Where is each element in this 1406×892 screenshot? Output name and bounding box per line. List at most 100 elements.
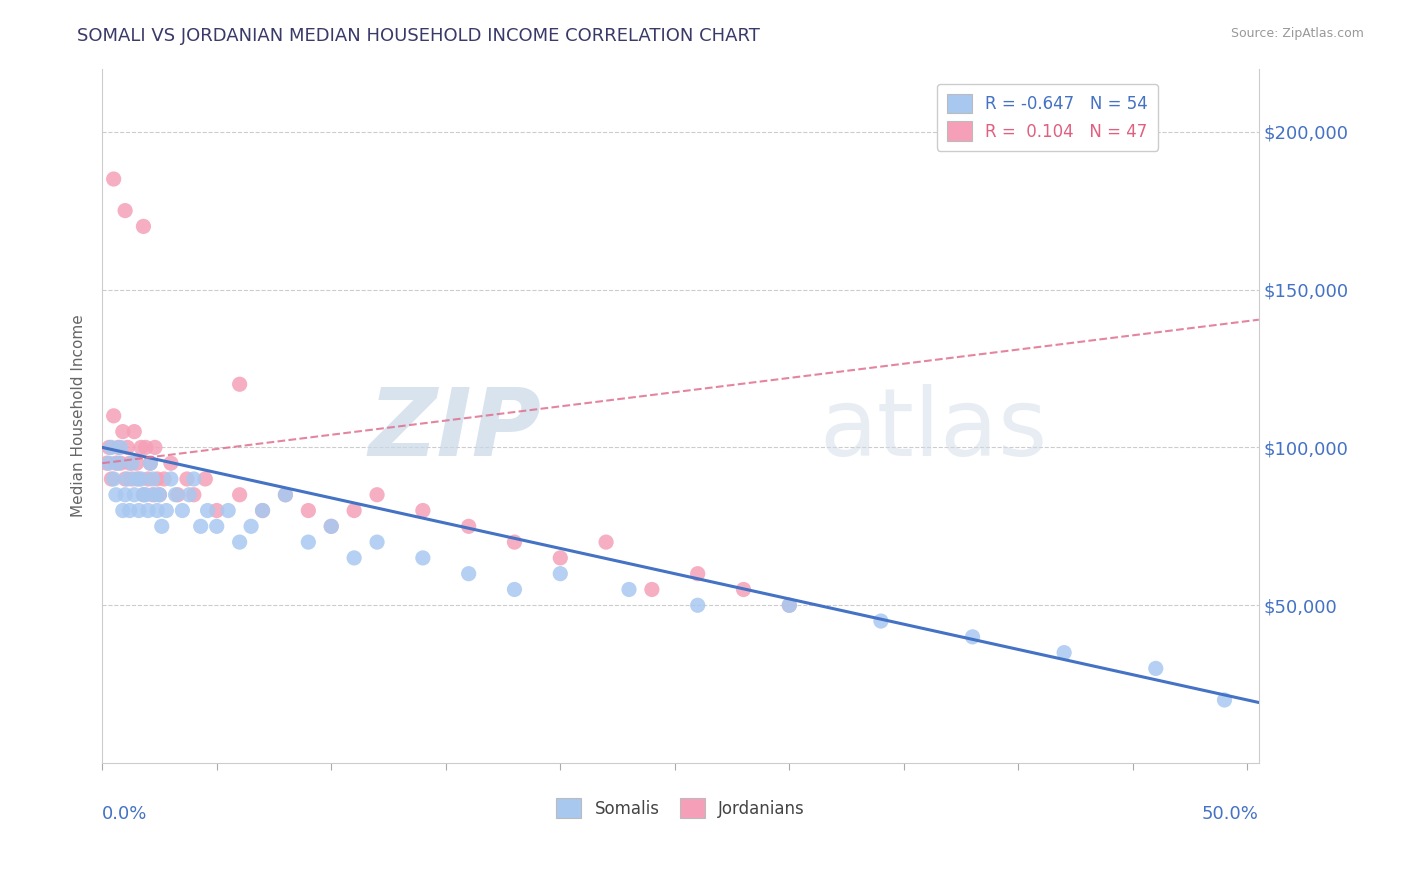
Point <box>412 550 434 565</box>
Point <box>548 566 571 581</box>
Point <box>132 219 155 234</box>
Point <box>197 503 219 517</box>
Point <box>595 535 617 549</box>
Point <box>107 456 129 470</box>
Point <box>124 488 146 502</box>
Point <box>98 456 121 470</box>
Point <box>142 488 165 502</box>
Point <box>228 488 250 502</box>
Point <box>778 599 800 613</box>
Point <box>176 472 198 486</box>
Point <box>121 472 143 486</box>
Point <box>143 441 166 455</box>
Point <box>252 503 274 517</box>
Point <box>135 441 157 455</box>
Text: 50.0%: 50.0% <box>1202 805 1258 822</box>
Point <box>117 472 139 486</box>
Text: SOMALI VS JORDANIAN MEDIAN HOUSEHOLD INCOME CORRELATION CHART: SOMALI VS JORDANIAN MEDIAN HOUSEHOLD INC… <box>77 27 761 45</box>
Point <box>962 630 984 644</box>
Point <box>110 441 132 455</box>
Point <box>733 582 755 597</box>
Point <box>205 519 228 533</box>
Point <box>128 503 150 517</box>
Point <box>142 472 165 486</box>
Point <box>503 582 526 597</box>
Point <box>274 488 297 502</box>
Point <box>129 472 152 486</box>
Point <box>103 472 125 486</box>
Point <box>165 488 187 502</box>
Point <box>103 172 125 186</box>
Point <box>321 519 343 533</box>
Point <box>297 535 319 549</box>
Point <box>118 456 141 470</box>
Point <box>366 535 388 549</box>
Point <box>125 456 148 470</box>
Point <box>1213 693 1236 707</box>
Point <box>228 535 250 549</box>
Point <box>870 614 893 628</box>
Legend: Somalis, Jordanians: Somalis, Jordanians <box>550 792 811 824</box>
Point <box>412 503 434 517</box>
Point <box>457 519 479 533</box>
Point <box>135 488 157 502</box>
Point <box>457 566 479 581</box>
Point <box>136 472 159 486</box>
Point <box>110 456 132 470</box>
Point <box>146 472 169 486</box>
Point <box>121 456 143 470</box>
Text: Source: ZipAtlas.com: Source: ZipAtlas.com <box>1230 27 1364 40</box>
Point <box>1144 661 1167 675</box>
Point <box>146 503 169 517</box>
Point <box>183 472 205 486</box>
Point <box>160 456 183 470</box>
Point <box>150 519 173 533</box>
Point <box>114 488 136 502</box>
Point <box>129 441 152 455</box>
Point <box>217 503 239 517</box>
Text: 0.0%: 0.0% <box>103 805 148 822</box>
Point <box>343 550 366 565</box>
Point <box>132 488 155 502</box>
Point <box>686 599 709 613</box>
Point <box>136 503 159 517</box>
Point <box>107 441 129 455</box>
Point <box>183 488 205 502</box>
Point <box>205 503 228 517</box>
Point <box>617 582 640 597</box>
Point <box>1053 646 1076 660</box>
Point <box>321 519 343 533</box>
Point <box>132 488 155 502</box>
Point <box>124 425 146 439</box>
Text: ZIP: ZIP <box>368 384 541 475</box>
Point <box>143 488 166 502</box>
Point <box>166 488 188 502</box>
Point <box>117 441 139 455</box>
Point <box>111 503 134 517</box>
Point <box>148 488 170 502</box>
Point <box>190 519 212 533</box>
Point <box>172 503 194 517</box>
Point <box>139 456 162 470</box>
Point <box>100 441 122 455</box>
Point <box>139 456 162 470</box>
Point <box>114 203 136 218</box>
Point <box>686 566 709 581</box>
Point <box>118 503 141 517</box>
Point <box>100 472 122 486</box>
Point <box>98 441 121 455</box>
Point <box>179 488 201 502</box>
Point <box>641 582 664 597</box>
Point <box>111 425 134 439</box>
Point <box>155 503 177 517</box>
Point <box>96 456 118 470</box>
Point <box>343 503 366 517</box>
Point <box>128 472 150 486</box>
Point <box>160 472 183 486</box>
Point <box>228 377 250 392</box>
Point <box>297 503 319 517</box>
Point <box>153 472 176 486</box>
Point <box>778 599 800 613</box>
Point <box>240 519 263 533</box>
Point <box>252 503 274 517</box>
